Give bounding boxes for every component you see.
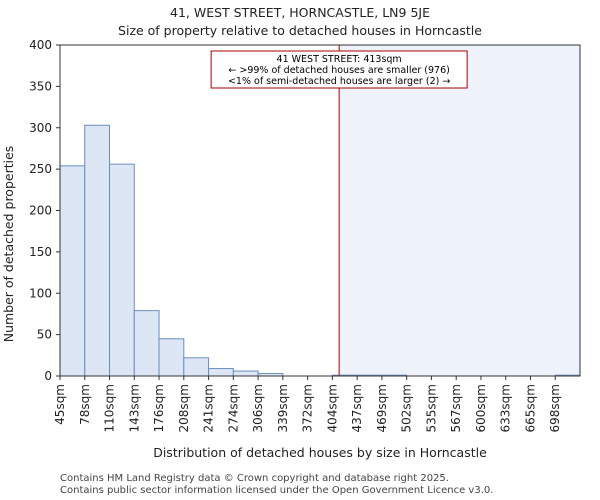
x-tick-label: 339sqm (276, 384, 290, 432)
y-tick-label: 250 (29, 162, 52, 176)
x-tick-label: 372sqm (301, 384, 315, 432)
x-tick-label: 698sqm (548, 384, 562, 432)
bar-208sqm (183, 357, 210, 377)
y-tick-label: 50 (37, 328, 52, 342)
y-tick-label: 400 (29, 38, 52, 52)
annotation-box (210, 50, 468, 89)
x-tick-label: 45sqm (53, 384, 67, 425)
x-tick-label: 633sqm (499, 384, 513, 432)
x-tick-label: 241sqm (202, 384, 216, 432)
x-tick-label: 469sqm (375, 384, 389, 432)
x-tick-label: 404sqm (325, 384, 339, 432)
x-tick-label: 78sqm (78, 384, 92, 425)
y-tick-label: 300 (29, 121, 52, 135)
annotation-line-2: ← >99% of detached houses are smaller (9… (228, 65, 449, 76)
marker-annotation: 41 WEST STREET: 413sqm ← >99% of detache… (210, 50, 468, 89)
annotation-line-1: 41 WEST STREET: 413sqm (277, 54, 402, 65)
bar-274sqm (232, 370, 259, 377)
highlight-region (339, 45, 580, 376)
y-tick-label: 0 (44, 369, 52, 383)
y-tick-label: 150 (29, 245, 52, 259)
x-tick-label: 437sqm (350, 384, 364, 432)
plot-frame (59, 44, 581, 377)
footer-copyright: Contains HM Land Registry data © Crown c… (60, 473, 449, 484)
x-tick-label: 176sqm (152, 384, 166, 432)
y-tick-label: 350 (29, 79, 52, 93)
x-tick-label: 600sqm (474, 384, 488, 432)
x-tick-label: 567sqm (449, 384, 463, 432)
bar-45sqm (59, 165, 86, 377)
x-tick-label: 274sqm (226, 384, 240, 432)
x-tick-label: 110sqm (103, 384, 117, 432)
bar-176sqm (158, 338, 185, 377)
x-tick-label: 502sqm (400, 384, 414, 432)
x-tick-label: 306sqm (251, 384, 265, 432)
x-tick-label: 143sqm (127, 384, 141, 432)
x-tick-label: 535sqm (424, 384, 438, 432)
chart-title: 41, WEST STREET, HORNCASTLE, LN9 5JE (170, 5, 430, 20)
bar-78sqm (84, 124, 111, 377)
x-tick-label: 208sqm (177, 384, 191, 432)
y-axis-label: Number of detached properties (1, 146, 16, 343)
bar-110sqm (109, 163, 135, 377)
y-tick-label: 100 (29, 286, 52, 300)
x-tick-label: 665sqm (523, 384, 537, 432)
bar-241sqm (208, 368, 234, 377)
annotation-line-3: <1% of semi-detached houses are larger (… (228, 76, 450, 87)
footer-licence: Contains public sector information licen… (60, 485, 494, 496)
bar-143sqm (133, 310, 160, 377)
chart-subtitle: Size of property relative to detached ho… (118, 23, 482, 38)
y-tick-label: 200 (29, 204, 52, 218)
x-axis-label: Distribution of detached houses by size … (153, 445, 487, 460)
